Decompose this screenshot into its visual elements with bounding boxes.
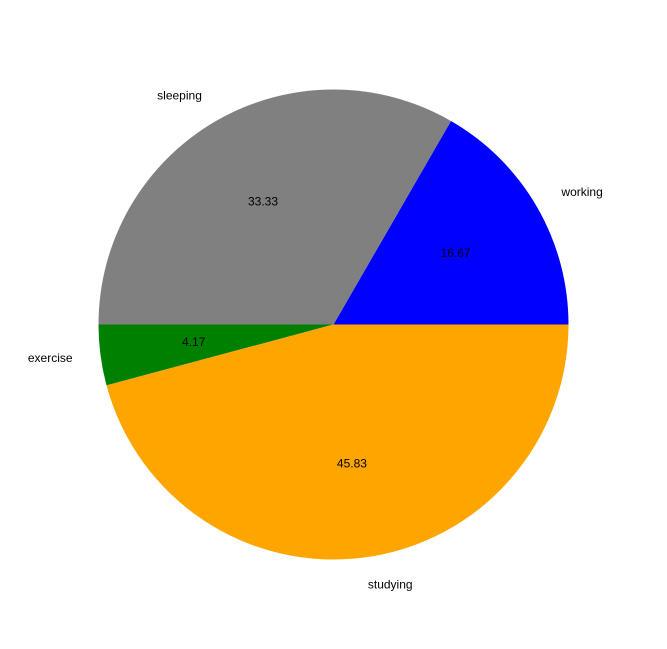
pie-label-sleeping: sleeping [157, 89, 202, 103]
pie-pct-studying: 45.83 [337, 456, 367, 470]
pie-pct-exercise: 4.17 [182, 335, 206, 349]
pie-pct-working: 16.67 [441, 246, 471, 260]
pie-label-exercise: exercise [28, 351, 73, 365]
pie-chart: 16.67 working 33.33 sleeping 4.17 exercise 45.… [0, 0, 667, 649]
pie-label-working: working [560, 185, 602, 199]
pie-pct-sleeping: 33.33 [248, 195, 278, 209]
pie-chart-container: 16.67 working 33.33 sleeping 4.17 exercise 45.… [0, 0, 667, 649]
pie-label-studying: studying [368, 578, 413, 592]
